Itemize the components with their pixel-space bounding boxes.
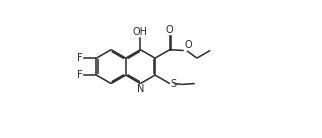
Text: O: O: [166, 25, 174, 35]
Text: OH: OH: [133, 27, 148, 37]
Text: F: F: [77, 70, 83, 80]
Text: O: O: [184, 40, 192, 50]
Text: S: S: [170, 79, 176, 89]
Text: N: N: [137, 84, 144, 94]
Text: F: F: [77, 53, 83, 63]
